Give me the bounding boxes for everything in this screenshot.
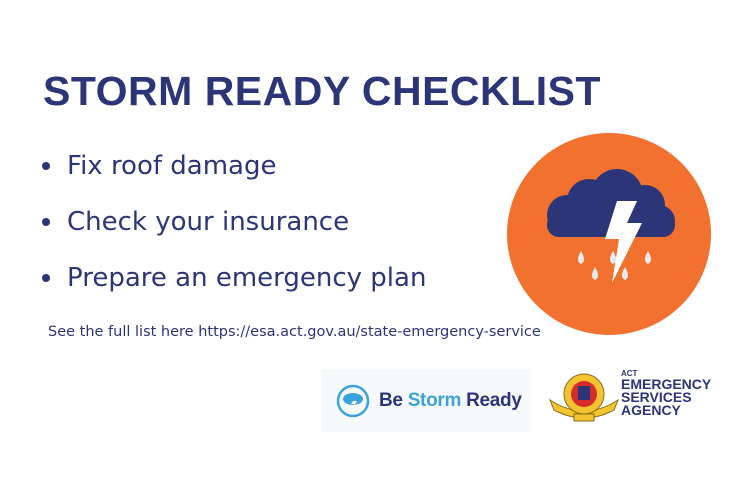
logo-text-ready: Ready (466, 389, 522, 411)
list-item-text: Fix roof damage (67, 151, 277, 181)
logo-text-be: Be (379, 389, 403, 411)
list-item: Fix roof damage (40, 138, 426, 194)
storm-cloud-lightning-rain-icon (547, 169, 675, 283)
list-item: Check your insurance (40, 194, 426, 250)
act-esa-logo: ACT EMERGENCY SERVICES AGENCY (548, 368, 718, 432)
storm-circle (507, 133, 711, 335)
page-title: STORM READY CHECKLIST (43, 68, 601, 114)
esa-line3: AGENCY (621, 402, 681, 418)
bullet-icon (42, 162, 50, 170)
list-item-text: Prepare an emergency plan (67, 263, 427, 293)
list-item: Prepare an emergency plan (40, 250, 426, 306)
list-item-text: Check your insurance (67, 207, 350, 237)
bullet-icon (42, 274, 50, 282)
esa-line2: SERVICES (621, 389, 692, 405)
logo-text-storm: Storm (407, 389, 462, 411)
esa-line1: EMERGENCY (621, 376, 712, 392)
be-storm-ready-logo: Be Storm Ready (321, 369, 531, 432)
esa-act: ACT (621, 369, 638, 378)
act-crest-icon (548, 373, 620, 422)
bullet-icon (42, 218, 50, 226)
full-list-link[interactable]: See the full list here https://esa.act.g… (48, 324, 541, 340)
storm-cloud-icon (336, 384, 370, 417)
checklist: Fix roof damage Check your insurance Pre… (40, 138, 426, 306)
